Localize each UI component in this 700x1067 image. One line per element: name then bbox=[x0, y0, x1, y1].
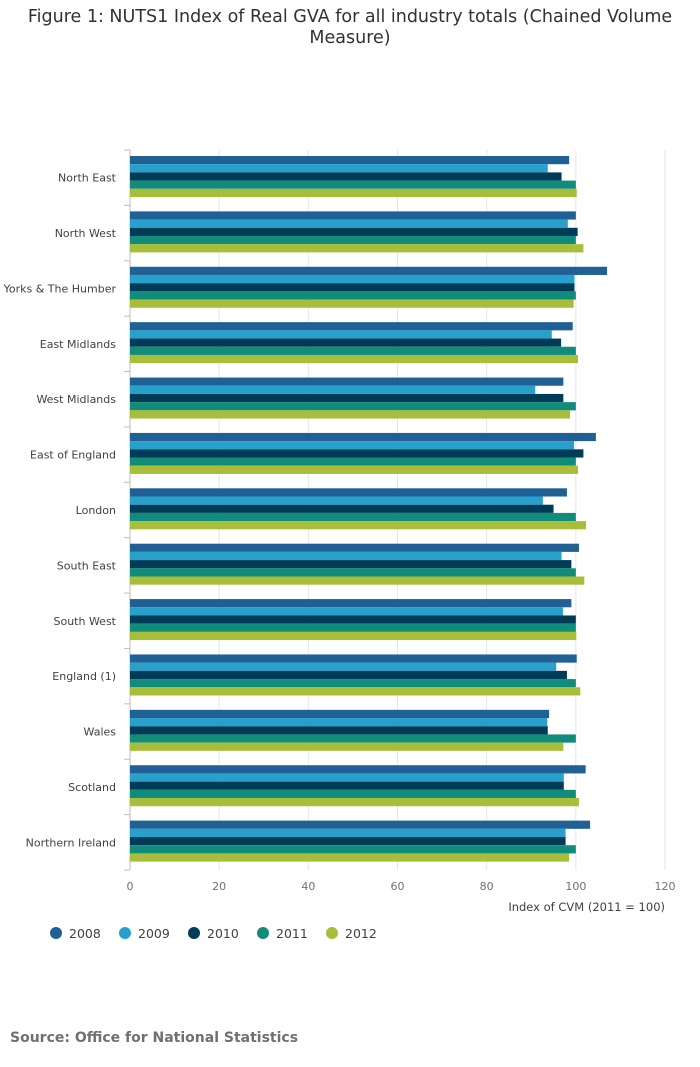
category-label-london: London bbox=[76, 504, 116, 517]
bar-north-west-2009 bbox=[130, 219, 568, 228]
legend-marker-2010 bbox=[188, 927, 200, 939]
bar-northern-ireland-2008 bbox=[130, 820, 591, 829]
bar-wales-2008 bbox=[130, 709, 550, 719]
bar-south-east-2010 bbox=[130, 560, 572, 569]
bar-east-midlands-2012 bbox=[130, 354, 579, 364]
bar-east-of-england-2010 bbox=[130, 449, 584, 458]
bar-wales-2010 bbox=[130, 726, 548, 735]
legend-label-2012: 2012 bbox=[345, 926, 377, 941]
bar-north-east-2011 bbox=[130, 180, 576, 189]
bar-west-midlands-2009 bbox=[130, 385, 536, 394]
bar-north-west-2010 bbox=[130, 227, 578, 236]
bar-south-west-2008 bbox=[130, 599, 572, 608]
x-tick-label-20: 20 bbox=[212, 880, 226, 893]
bar-north-east-2008 bbox=[130, 156, 570, 165]
chart-title: Figure 1: NUTS1 Index of Real GVA for al… bbox=[27, 7, 673, 48]
bar-london-2008 bbox=[130, 488, 567, 497]
bar-south-west-2011 bbox=[130, 623, 576, 632]
legend-marker-2012 bbox=[326, 927, 338, 939]
category-label-west-midlands: West Midlands bbox=[36, 393, 116, 406]
bar-yorks-the-humber-2010 bbox=[130, 283, 575, 292]
x-tick-label-120: 120 bbox=[655, 880, 676, 893]
x-tick-label-0: 0 bbox=[127, 880, 134, 893]
bar-scotland-2008 bbox=[130, 765, 586, 774]
bar-north-west-2008 bbox=[130, 211, 576, 220]
bar-west-midlands-2010 bbox=[130, 393, 564, 403]
category-label-south-east: South East bbox=[57, 559, 117, 572]
bar-east-midlands-2008 bbox=[130, 322, 573, 331]
category-label-north-west: North West bbox=[55, 227, 117, 240]
bar-wales-2011 bbox=[130, 734, 576, 743]
bar-yorks-the-humber-2011 bbox=[130, 291, 576, 300]
bar-scotland-2009 bbox=[130, 773, 564, 782]
bar-south-east-2012 bbox=[130, 576, 585, 585]
bar-west-midlands-2011 bbox=[130, 402, 576, 411]
category-label-east-midlands: East Midlands bbox=[40, 338, 117, 351]
bar-south-east-2009 bbox=[130, 551, 562, 561]
bar-scotland-2011 bbox=[130, 789, 576, 799]
bar-east-of-england-2012 bbox=[130, 465, 579, 474]
legend-label-2009: 2009 bbox=[138, 926, 170, 941]
bar-england-1-2011 bbox=[130, 679, 576, 688]
bar-england-1-2008 bbox=[130, 654, 577, 663]
bar-south-west-2012 bbox=[130, 631, 577, 641]
x-axis-label: Index of CVM (2011 = 100) bbox=[508, 900, 665, 914]
x-tick-label-40: 40 bbox=[301, 880, 315, 893]
bar-north-east-2009 bbox=[130, 164, 548, 173]
bar-south-west-2009 bbox=[130, 607, 563, 616]
bar-england-1-2012 bbox=[130, 687, 581, 696]
legend-label-2008: 2008 bbox=[69, 926, 101, 941]
bar-yorks-the-humber-2012 bbox=[130, 299, 574, 308]
bar-south-east-2011 bbox=[130, 568, 576, 577]
bar-south-west-2010 bbox=[130, 615, 576, 624]
bar-east-midlands-2010 bbox=[130, 338, 562, 347]
bar-england-1-2010 bbox=[130, 670, 567, 680]
bar-yorks-the-humber-2009 bbox=[130, 274, 575, 284]
bar-north-east-2012 bbox=[130, 188, 577, 197]
category-label-england-1: England (1) bbox=[52, 670, 116, 683]
bar-east-midlands-2011 bbox=[130, 346, 576, 355]
bar-london-2011 bbox=[130, 512, 576, 522]
category-label-northern-ireland: Northern Ireland bbox=[26, 836, 116, 849]
bar-wales-2012 bbox=[130, 742, 564, 751]
bar-england-1-2009 bbox=[130, 662, 557, 671]
bar-west-midlands-2012 bbox=[130, 410, 571, 419]
category-label-east-of-england: East of England bbox=[30, 449, 116, 462]
bar-wales-2009 bbox=[130, 718, 548, 727]
legend-label-2011: 2011 bbox=[276, 926, 308, 941]
bar-northern-ireland-2009 bbox=[130, 828, 566, 838]
bar-chart: North East North West Yorks & The Humber Ea… bbox=[3, 149, 676, 941]
bar-north-west-2012 bbox=[130, 244, 584, 253]
x-tick-label-100: 100 bbox=[565, 880, 586, 893]
legend-label-2010: 2010 bbox=[207, 926, 239, 941]
bar-northern-ireland-2011 bbox=[130, 845, 576, 854]
bar-east-of-england-2011 bbox=[130, 457, 576, 466]
category-label-north-east: North East bbox=[58, 172, 117, 185]
bar-east-of-england-2009 bbox=[130, 441, 575, 450]
bar-northern-ireland-2012 bbox=[130, 853, 570, 862]
bar-north-east-2010 bbox=[130, 172, 562, 181]
legend-marker-2009 bbox=[119, 927, 131, 939]
x-tick-label-60: 60 bbox=[391, 880, 405, 893]
bar-london-2012 bbox=[130, 521, 587, 530]
legend-marker-2011 bbox=[257, 927, 269, 939]
bar-west-midlands-2008 bbox=[130, 377, 564, 386]
category-label-wales: Wales bbox=[84, 726, 117, 739]
bar-south-east-2008 bbox=[130, 543, 579, 552]
bar-scotland-2010 bbox=[130, 781, 564, 790]
bar-north-west-2011 bbox=[130, 235, 576, 245]
category-label-south-west: South West bbox=[53, 615, 116, 628]
x-tick-label-80: 80 bbox=[480, 880, 494, 893]
bar-london-2009 bbox=[130, 496, 543, 505]
legend-marker-2008 bbox=[50, 927, 62, 939]
bar-london-2010 bbox=[130, 504, 554, 513]
category-label-scotland: Scotland bbox=[68, 781, 116, 794]
bar-yorks-the-humber-2008 bbox=[130, 266, 608, 275]
bar-east-of-england-2008 bbox=[130, 432, 596, 442]
source-note: Source: Office for National Statistics bbox=[10, 1030, 299, 1046]
category-label-yorks-the-humber: Yorks & The Humber bbox=[3, 282, 117, 295]
bar-northern-ireland-2010 bbox=[130, 837, 566, 846]
bar-east-midlands-2009 bbox=[130, 330, 552, 339]
bar-scotland-2012 bbox=[130, 798, 579, 807]
